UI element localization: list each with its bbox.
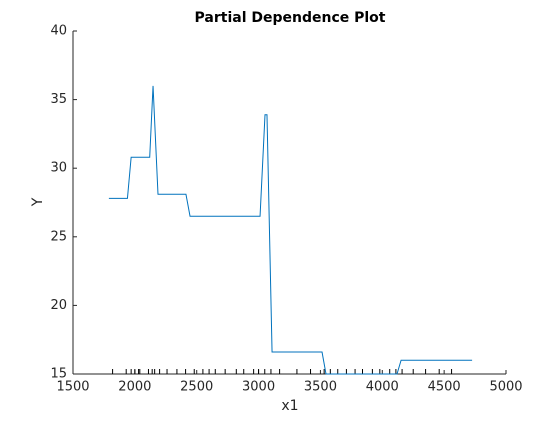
- x-tick-label: 4500: [428, 380, 461, 395]
- chart-title: Partial Dependence Plot: [195, 10, 386, 26]
- y-tick-label: 40: [50, 24, 67, 39]
- y-axis-label: Y: [30, 197, 46, 207]
- x-tick-label: 2500: [180, 380, 213, 395]
- x-axis-label: x1: [281, 398, 298, 414]
- x-tick-label: 1500: [56, 380, 89, 395]
- y-tick-label: 15: [50, 367, 67, 382]
- y-tick-label: 20: [50, 298, 67, 313]
- x-tick-label: 3000: [242, 380, 275, 395]
- x-tick-label: 5000: [489, 380, 522, 395]
- x-tick-label: 2000: [118, 380, 151, 395]
- x-tick-label: 3500: [304, 380, 337, 395]
- y-tick-label: 25: [50, 229, 67, 244]
- y-tick-label: 30: [50, 161, 67, 176]
- y-tick-label: 35: [50, 92, 67, 107]
- x-tick-label: 4000: [366, 380, 399, 395]
- line-series: [108, 85, 473, 375]
